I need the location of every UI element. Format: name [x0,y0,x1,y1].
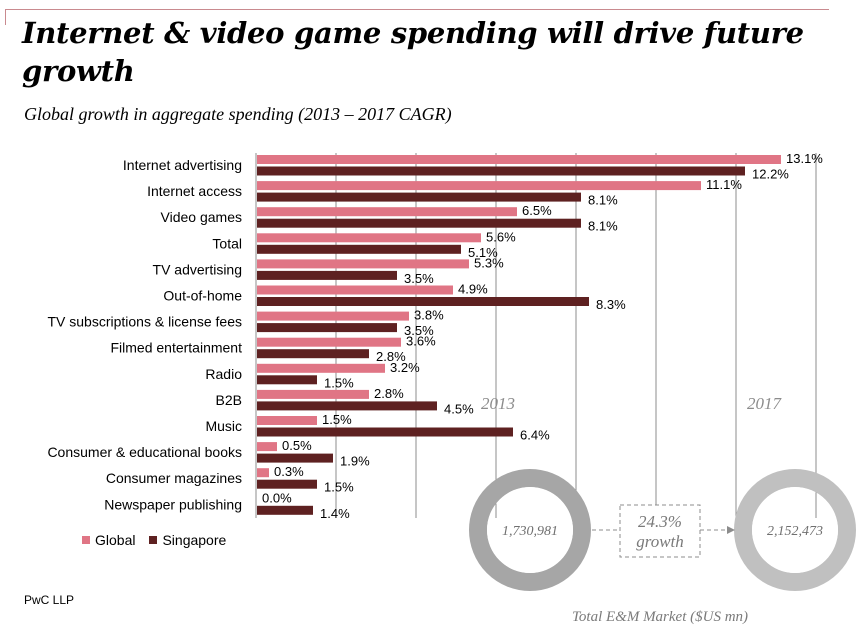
value-label-global: 0.3% [274,464,304,479]
bar-global [257,259,469,269]
value-labels: 13.1%12.2% 11.1% 8.1% 6.5% 8.1% 5.6%5.1%5.3% 3… [262,151,823,521]
growth-percent: 24.3% [638,512,682,531]
category-label: Video games [161,209,242,225]
bar-singapore [257,218,581,228]
value-label-singapore: 2.8% [376,349,406,364]
page-title: Internet & video game spending will driv… [22,16,804,88]
bar-singapore [257,349,369,359]
bars [257,155,781,515]
bar-singapore [257,427,513,437]
category-labels: Internet advertising Internet access Video… [47,157,242,512]
category-label: Newspaper publishing [104,496,242,512]
value-label-singapore: 5.1% [468,245,498,260]
value-label-global: 2.8% [374,386,404,401]
category-label: Internet advertising [123,157,242,173]
market-value-2013: 1,730,981 [502,524,558,539]
category-label: Music [205,418,242,434]
bar-global [257,468,269,478]
value-label-global: 11.1% [706,177,742,192]
bar-global [257,155,781,164]
gridlines [255,153,817,518]
bar-global [257,207,517,217]
category-label: Internet access [147,183,242,199]
category-label: B2B [216,392,242,408]
legend: Global Singapore [82,532,240,548]
bar-singapore [257,479,317,489]
bar-singapore [257,375,317,385]
value-label-singapore: 8.3% [596,297,626,312]
bar-singapore [257,244,461,254]
value-label-singapore: 1.5% [324,375,354,390]
value-label-singapore: 8.1% [588,193,618,208]
value-label-global: 13.1% [786,151,823,166]
bar-global [257,416,317,425]
value-label-singapore: 3.5% [404,323,434,338]
value-label-singapore: 12.2% [752,167,789,182]
value-label-global: 5.6% [486,229,516,244]
accent-rule [5,9,829,10]
year-2013-label: 2013 [481,394,515,413]
growth-box [619,504,701,558]
value-label-singapore: 4.5% [444,401,474,416]
bar-global [257,389,369,399]
legend-swatch-global [82,536,90,544]
value-label-global: 1.5% [322,412,352,427]
market-value-2017: 2,152,473 [767,524,823,539]
ring-2013-center [487,487,573,573]
value-label-global: 5.3% [474,255,504,270]
category-label: Radio [205,366,242,382]
legend-swatch-singapore [149,536,158,544]
category-label: Consumer & educational books [47,444,242,460]
value-label-global: 3.2% [390,360,420,375]
category-label: TV subscriptions & license fees [47,314,242,330]
bar-singapore [257,297,589,306]
growth-arrow-icon [727,526,735,534]
ring-2013 [469,469,591,591]
value-label-singapore: 8.1% [588,219,618,234]
value-label-global: 0.5% [282,438,312,453]
category-label: Consumer magazines [106,470,242,486]
bar-singapore [257,401,437,411]
market-caption: Total E&M Market ($US mn) [572,609,748,625]
value-label-singapore: 3.5% [404,271,434,286]
accent-rule-corner [5,9,6,25]
bar-global [257,311,409,321]
value-label-global: 3.6% [406,334,436,349]
legend-item-global: Global [82,532,135,548]
category-label: Total [212,235,242,251]
value-label-global: 3.8% [414,308,444,323]
value-label-singapore: 1.5% [324,480,354,495]
category-label: Filmed entertainment [110,340,242,356]
bar-singapore [257,192,581,202]
bar-global [257,442,277,452]
ring-inner-gridlines [495,492,817,518]
chart-subtitle: Global growth in aggregate spending (201… [24,104,452,124]
bar-global [257,363,385,373]
bar-singapore [257,270,397,280]
source-credit: PwC LLP [24,593,75,607]
bar-singapore [257,505,313,515]
bar-global [257,285,453,295]
bar-global [257,181,701,191]
value-label-global: 0.0% [262,490,292,505]
ring-2017 [734,469,856,591]
bar-global [257,233,481,243]
year-2017-label: 2017 [747,394,783,413]
value-label-global: 4.9% [458,282,488,297]
value-label-singapore: 6.4% [520,428,550,443]
category-label: TV advertising [153,261,242,277]
bar-singapore [257,453,333,463]
category-label: Out-of-home [163,288,242,304]
legend-item-singapore: Singapore [149,532,226,548]
legend-label-singapore: Singapore [162,532,227,548]
value-label-global: 6.5% [522,203,552,218]
bar-singapore [257,323,397,333]
value-label-singapore: 1.4% [320,506,350,521]
bar-singapore [257,166,745,176]
value-label-singapore: 1.9% [340,454,370,469]
growth-word: growth [636,532,684,551]
bar-global [257,337,401,347]
legend-label-global: Global [95,532,136,548]
